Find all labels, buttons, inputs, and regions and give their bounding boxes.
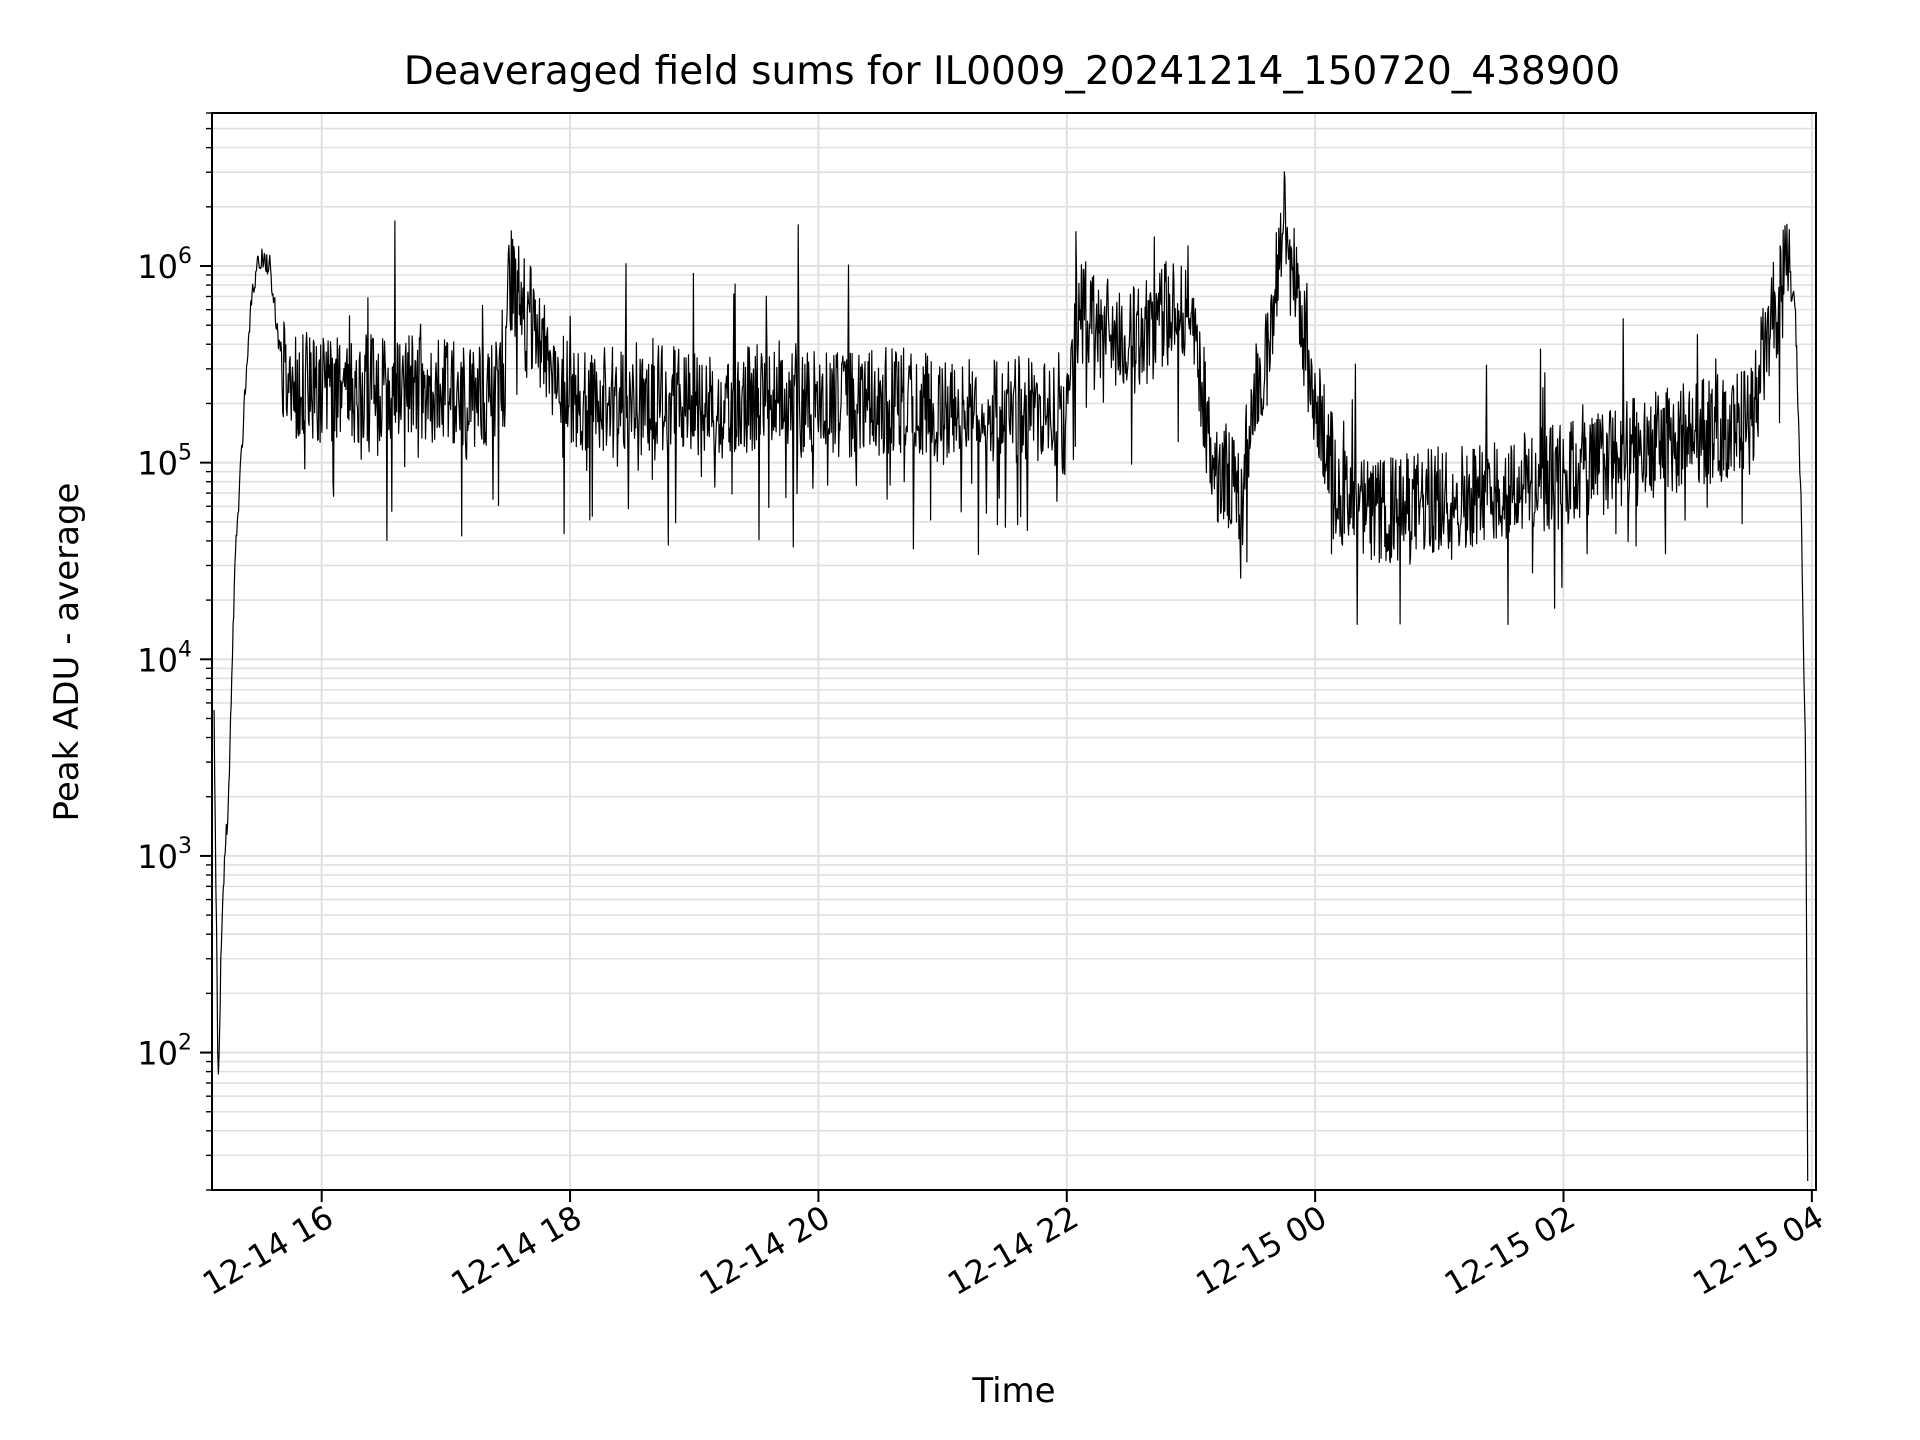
chart-title: Deaveraged field sums for IL0009_2024121… xyxy=(404,49,1620,94)
y-tick-label: 103 xyxy=(137,834,192,876)
grid-layer xyxy=(212,112,1816,1191)
x-tick-label: 12-14 16 xyxy=(196,1198,340,1303)
x-tick-label: 12-15 00 xyxy=(1190,1198,1334,1303)
y-tick-label: 106 xyxy=(137,244,192,286)
y-tick-label: 102 xyxy=(137,1031,192,1073)
x-tick-label: 12-14 20 xyxy=(693,1198,837,1303)
y-axis-label: Peak ADU - average xyxy=(47,483,87,822)
series-line-layer xyxy=(213,171,1809,1182)
x-tick-label: 12-14 18 xyxy=(444,1198,588,1303)
series-line xyxy=(213,171,1809,1182)
y-tick-label: 104 xyxy=(137,637,192,679)
x-tick-label: 12-14 22 xyxy=(941,1198,1085,1303)
y-tick-label: 105 xyxy=(137,441,192,483)
x-tick-label: 12-15 04 xyxy=(1686,1198,1830,1303)
axes-frame xyxy=(211,112,1817,1191)
x-tick-label: 12-15 02 xyxy=(1438,1198,1582,1303)
tick-layer: 102 103 104 105 106 12-14 16 12-14 18 12-14 20 1… xyxy=(137,112,1830,1303)
x-axis-label: Time xyxy=(971,1371,1055,1411)
